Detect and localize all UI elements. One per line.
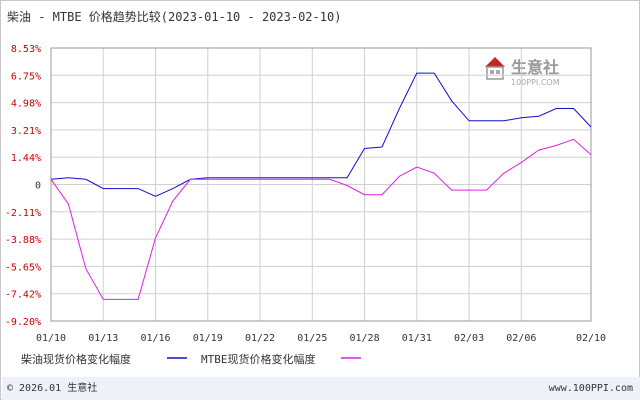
x-tick-label: 01/31 (402, 333, 432, 344)
footer-bar (2, 377, 640, 400)
watermark-name: 生意社 (511, 58, 559, 77)
x-tick-label: 02/03 (454, 333, 484, 344)
y-tick-label: 4.98% (11, 99, 41, 110)
x-tick-label: 01/22 (245, 333, 275, 344)
house-icon (485, 57, 505, 80)
x-tick-label: 01/10 (36, 333, 66, 344)
y-tick-label: 3.21% (11, 126, 41, 137)
legend-label-diesel: 柴油现货价格变化幅度 (21, 352, 131, 366)
x-tick-label: 02/06 (506, 333, 536, 344)
x-tick-label: 01/25 (297, 333, 327, 344)
watermark-logo: 生意社 100PPI.COM (485, 57, 560, 87)
y-tick-label: -3.88% (5, 235, 41, 246)
x-tick-label: 01/19 (193, 333, 223, 344)
footer-site-link[interactable]: www.100PPI.com (549, 383, 633, 394)
legend-label-mtbe: MTBE现货价格变化幅度 (201, 352, 316, 366)
x-tick-label: 01/28 (349, 333, 379, 344)
y-axis-ticks: 8.53% 6.75% 4.98% 3.21% 1.44% 0 -2.11% -3.88% -5… (5, 44, 41, 328)
y-tick-label: 8.53% (11, 44, 41, 55)
y-tick-label: 0 (35, 181, 41, 192)
chart-title: 柴油 - MTBE 价格趋势比较(2023-01-10 - 2023-02-10… (7, 9, 341, 24)
series-line-mtbe (50, 138, 592, 300)
y-tick-label: -7.42% (5, 290, 41, 301)
y-tick-label: 6.75% (11, 71, 41, 82)
grid (50, 47, 592, 322)
x-tick-label: 02/10 (576, 333, 606, 344)
legend: 柴油现货价格变化幅度 MTBE现货价格变化幅度 (21, 352, 361, 366)
footer-copyright: © 2026.01 生意社 (7, 381, 97, 394)
x-tick-label: 01/16 (140, 333, 170, 344)
y-tick-label: -9.20% (5, 317, 41, 328)
x-tick-label: 01/13 (88, 333, 118, 344)
y-tick-label: -2.11% (5, 208, 41, 219)
y-tick-label: 1.44% (11, 153, 41, 164)
x-axis-ticks: 01/10 01/13 01/16 01/19 01/22 01/25 01/28 01/31… (36, 333, 606, 344)
plot-frame (50, 47, 592, 322)
series-lines (50, 72, 592, 300)
series-line-diesel (50, 72, 592, 197)
y-tick-label: -5.65% (5, 262, 41, 273)
watermark-url: 100PPI.COM (511, 78, 560, 87)
